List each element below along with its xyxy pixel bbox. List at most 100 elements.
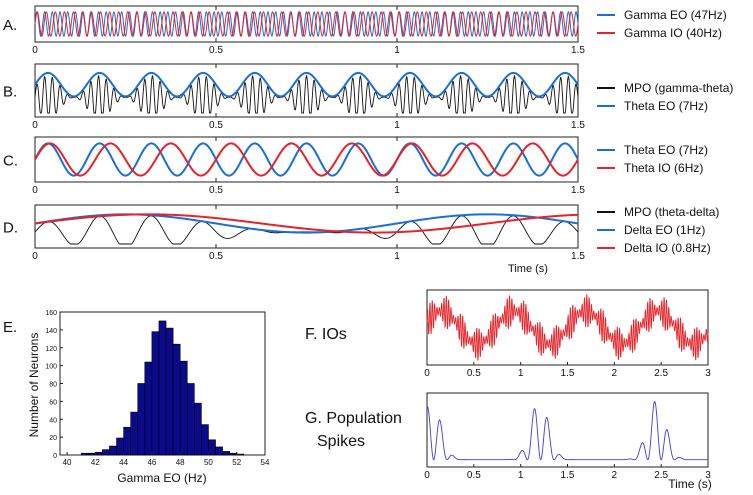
series-line — [34, 74, 579, 114]
series-line — [34, 213, 579, 234]
tick-label: 54 — [261, 458, 270, 467]
panel-label: B. — [3, 84, 17, 101]
tick-label: 1.5 — [571, 251, 585, 262]
histogram-bar — [80, 452, 89, 456]
x-axis-label: Time (s) — [668, 477, 712, 491]
histogram-bar — [137, 383, 146, 456]
tick-label: 1 — [518, 368, 524, 379]
legend-label: Theta EO (7Hz) — [624, 143, 708, 157]
tick-label: 1 — [394, 185, 400, 196]
tick-label: 1.5 — [561, 470, 575, 481]
histogram-bar — [158, 320, 167, 456]
histogram-bar — [208, 439, 216, 456]
series-line — [34, 142, 579, 177]
histogram-bar — [236, 453, 245, 456]
tick-label: 80 — [49, 382, 57, 389]
y-axis-label: Number of Neurons — [27, 333, 41, 438]
legend-label: Delta EO (1Hz) — [624, 223, 705, 237]
tick-label: 1.5 — [571, 120, 585, 131]
histogram-bar — [186, 383, 195, 456]
histogram-bar — [194, 402, 202, 456]
tick-label: 0 — [32, 45, 38, 56]
panel-c: 0 0.5 1 1.5 Theta EO (7Hz) Theta IO (6Hz) C. — [3, 136, 708, 196]
series-line — [34, 10, 579, 38]
panel-label: Spikes — [317, 433, 365, 450]
legend-label: Theta IO (6Hz) — [624, 161, 703, 175]
tick-label: 2.5 — [654, 470, 668, 481]
histogram-bar — [130, 411, 139, 456]
tick-label: 0 — [32, 251, 38, 262]
tick-label: 46 — [147, 458, 156, 467]
tick-label: 48 — [176, 458, 185, 467]
tick-label: 2 — [612, 470, 618, 481]
legend-label: MPO (theta-delta) — [624, 205, 719, 219]
panel-label: D. — [3, 220, 18, 237]
tick-label: 60 — [49, 399, 57, 406]
legend-label: MPO (gamma-theta) — [624, 81, 733, 95]
panel-d: 0 0.5 1 1.5 MPO (theta-delta) Delta EO (1Hz) D… — [3, 204, 719, 275]
panel-g: 0 0.5 1 1.5 2 2.5 3 G. Population Spikes Time (s) — [305, 392, 712, 491]
tick-label: 1.5 — [561, 368, 575, 379]
panel-a: 0 0.5 1 1.5 Gamma EO (47Hz) Gamma IO (40Hz) A. — [3, 5, 727, 56]
histogram-bar — [123, 426, 131, 456]
tick-label: 0.5 — [209, 120, 223, 131]
panel-label: F. IOs — [305, 326, 347, 343]
tick-label: 50 — [204, 458, 213, 467]
panel-d-frame — [34, 204, 579, 249]
panel-label: E. — [3, 319, 17, 336]
histogram-bar — [102, 449, 110, 456]
tick-label: 1.5 — [571, 185, 585, 196]
tick-label: 1 — [394, 251, 400, 262]
tick-label: 0 — [424, 368, 430, 379]
tick-label: 3 — [705, 470, 711, 481]
histogram-bar — [165, 327, 174, 456]
histogram-bar — [222, 451, 230, 456]
panel-g-frame — [426, 392, 709, 468]
tick-label: 2.5 — [654, 368, 668, 379]
panel-label: C. — [3, 153, 18, 170]
tick-label: 140 — [45, 328, 57, 335]
x-axis-label: Time (s) — [508, 263, 548, 275]
panel-f: 0 0.5 1 1.5 2 2.5 3 F. IOs — [305, 289, 711, 379]
legend-label: Theta EO (7Hz) — [624, 99, 708, 113]
panel-b-frame — [34, 63, 579, 118]
histogram-bar — [144, 361, 153, 456]
tick-label: 42 — [91, 458, 100, 467]
tick-label: 120 — [45, 346, 57, 353]
panel-b: 0 0.5 1 1.5 MPO (gamma-theta) Theta EO (7Hz) B… — [3, 63, 733, 131]
histogram-bar — [201, 424, 209, 456]
legend-label: Gamma EO (47Hz) — [624, 8, 727, 22]
tick-label: 0 — [32, 185, 38, 196]
tick-label: 0.5 — [209, 45, 223, 56]
series-line — [426, 401, 708, 461]
histogram-bar — [229, 452, 238, 456]
tick-label: 1 — [518, 470, 524, 481]
tick-label: 3 — [705, 368, 711, 379]
tick-label: 0 — [32, 120, 38, 131]
histogram-bar — [109, 445, 117, 456]
series-line — [426, 294, 709, 361]
histogram-bar — [116, 437, 124, 456]
tick-label: 100 — [45, 364, 57, 371]
tick-label: 0 — [53, 453, 57, 460]
tick-label: 52 — [232, 458, 241, 467]
series-line — [34, 215, 579, 245]
histogram-bar — [151, 331, 160, 456]
histogram-bar — [95, 452, 103, 456]
histogram-bar — [179, 360, 188, 456]
tick-label: 0.5 — [209, 251, 223, 262]
tick-label: 0.5 — [209, 185, 223, 196]
tick-label: 160 — [45, 310, 57, 317]
panel-label: G. Population — [305, 410, 402, 427]
series-line — [34, 213, 579, 234]
tick-label: 40 — [49, 417, 57, 424]
panel-label: A. — [3, 17, 17, 34]
legend-label: Delta IO (0.8Hz) — [624, 241, 711, 255]
tick-label: 40 — [63, 458, 72, 467]
panel-e: 40 42 44 46 48 50 52 54 0 20 40 60 80 100 120 140 160 Gam… — [3, 310, 270, 485]
tick-label: 20 — [49, 435, 57, 442]
tick-label: 2 — [612, 368, 618, 379]
series-line — [34, 11, 579, 37]
x-axis-label: Gamma EO (Hz) — [117, 471, 206, 485]
